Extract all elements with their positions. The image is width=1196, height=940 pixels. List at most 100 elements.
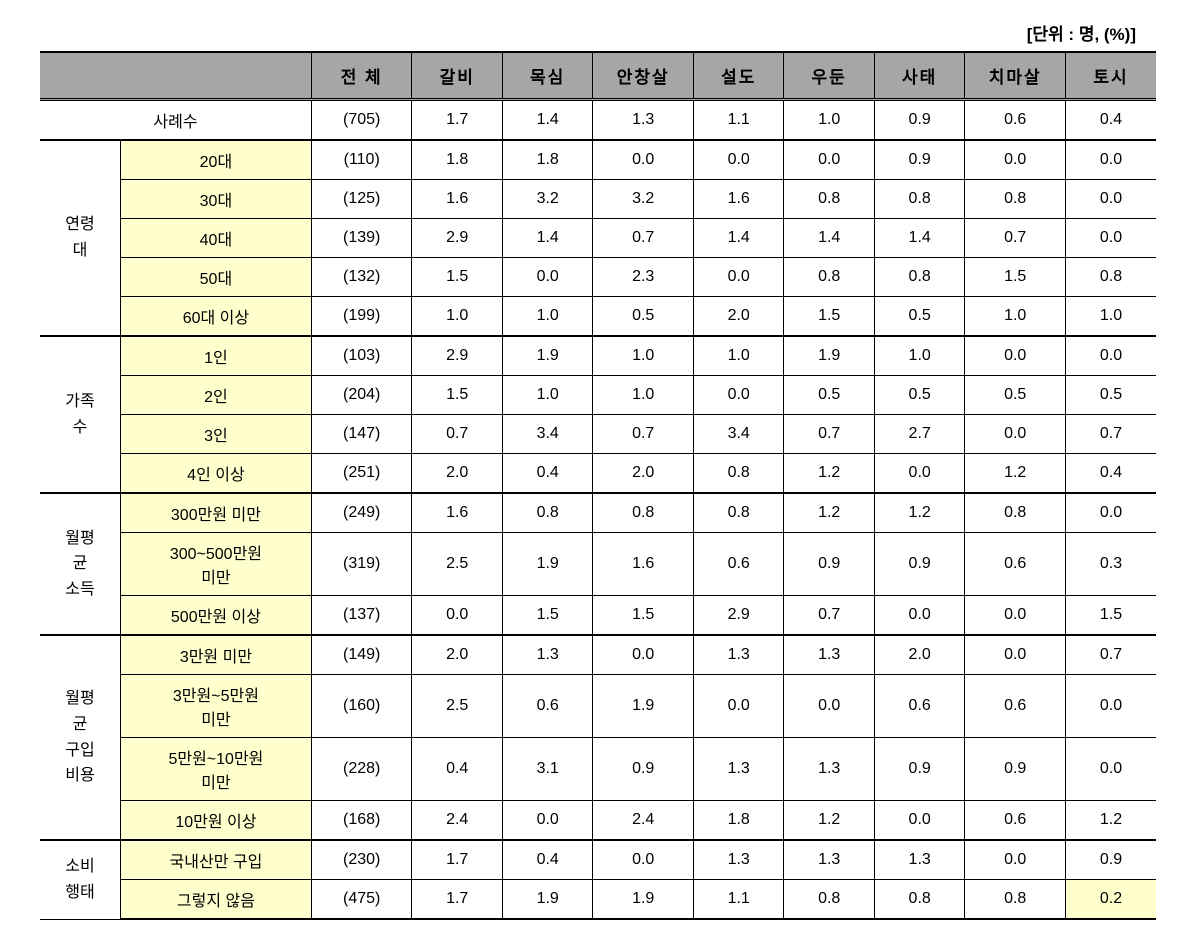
col-galbi: 갈비: [412, 52, 502, 100]
data-cell: 0.0: [784, 140, 874, 180]
data-cell: 1.5: [784, 297, 874, 337]
data-cell: 0.0: [1065, 180, 1156, 219]
data-cell: 2.5: [412, 533, 502, 596]
data-cell: 1.0: [874, 336, 964, 376]
data-cell: 1.3: [693, 738, 783, 801]
table-row: 연령대20대(110)1.81.80.00.00.00.90.00.0: [40, 140, 1156, 180]
sample-val-5: 1.0: [784, 100, 874, 141]
data-cell: (249): [311, 493, 412, 533]
table-row: 30대(125)1.63.23.21.60.80.80.80.0: [40, 180, 1156, 219]
group-label-4: 소비행태: [40, 840, 120, 919]
data-cell: 0.0: [1065, 140, 1156, 180]
data-cell: 0.0: [874, 454, 964, 494]
data-cell: (149): [311, 635, 412, 675]
data-cell: 2.0: [412, 454, 502, 494]
data-cell: 0.5: [784, 376, 874, 415]
data-cell: 1.4: [502, 219, 592, 258]
data-cell: 0.6: [502, 675, 592, 738]
data-cell: 0.9: [1065, 840, 1156, 880]
data-cell: 1.0: [693, 336, 783, 376]
data-cell: (147): [311, 415, 412, 454]
data-cell: 1.0: [965, 297, 1066, 337]
table-row: 40대(139)2.91.40.71.41.41.40.70.0: [40, 219, 1156, 258]
data-cell: 1.2: [965, 454, 1066, 494]
data-cell: 0.9: [874, 533, 964, 596]
data-cell: 1.0: [1065, 297, 1156, 337]
sub-label: 그렇지 않음: [120, 880, 311, 920]
table-row: 그렇지 않음(475)1.71.91.91.10.80.80.80.2: [40, 880, 1156, 920]
col-seoldo: 설도: [693, 52, 783, 100]
data-cell: 1.3: [693, 635, 783, 675]
data-cell: 1.0: [502, 297, 592, 337]
data-cell: 0.9: [874, 738, 964, 801]
data-cell: 0.8: [965, 493, 1066, 533]
data-cell: 2.0: [874, 635, 964, 675]
sample-val-2: 1.4: [502, 100, 592, 141]
sample-val-7: 0.6: [965, 100, 1066, 141]
data-cell: 2.9: [412, 219, 502, 258]
sub-label: 20대: [120, 140, 311, 180]
data-cell: 0.8: [784, 258, 874, 297]
data-cell: 0.2: [1065, 880, 1156, 920]
data-cell: (199): [311, 297, 412, 337]
data-cell: (132): [311, 258, 412, 297]
sub-label: 10만원 이상: [120, 801, 311, 841]
data-cell: 0.9: [965, 738, 1066, 801]
col-anchangsal: 안창살: [593, 52, 694, 100]
sub-label: 40대: [120, 219, 311, 258]
data-cell: 1.6: [412, 180, 502, 219]
data-cell: 0.0: [965, 596, 1066, 636]
data-cell: 1.3: [784, 635, 874, 675]
data-cell: 1.2: [784, 454, 874, 494]
sub-label: 국내산만 구입: [120, 840, 311, 880]
data-cell: 1.1: [693, 880, 783, 920]
data-cell: 2.0: [593, 454, 694, 494]
data-cell: 0.9: [593, 738, 694, 801]
data-cell: (125): [311, 180, 412, 219]
data-cell: 1.2: [784, 801, 874, 841]
data-cell: (168): [311, 801, 412, 841]
data-cell: 1.2: [1065, 801, 1156, 841]
data-cell: (251): [311, 454, 412, 494]
data-cell: 0.9: [784, 533, 874, 596]
data-cell: 2.9: [693, 596, 783, 636]
data-cell: 0.7: [965, 219, 1066, 258]
data-cell: 1.5: [593, 596, 694, 636]
data-cell: 0.8: [502, 493, 592, 533]
data-cell: 0.0: [1065, 675, 1156, 738]
table-row: 500만원 이상(137)0.01.51.52.90.70.00.01.5: [40, 596, 1156, 636]
sub-label: 30대: [120, 180, 311, 219]
group-label-3: 월평균구입비용: [40, 635, 120, 840]
data-cell: 0.8: [874, 180, 964, 219]
data-cell: 0.6: [965, 801, 1066, 841]
data-cell: 0.6: [965, 675, 1066, 738]
sub-label: 60대 이상: [120, 297, 311, 337]
table-row: 3인(147)0.73.40.73.40.72.70.00.7: [40, 415, 1156, 454]
data-cell: 1.0: [412, 297, 502, 337]
sub-label: 3만원~5만원미만: [120, 675, 311, 738]
data-cell: 0.0: [1065, 738, 1156, 801]
data-cell: 0.0: [412, 596, 502, 636]
data-cell: 3.1: [502, 738, 592, 801]
data-cell: 3.4: [502, 415, 592, 454]
table-row: 가족수1인(103)2.91.91.01.01.91.00.00.0: [40, 336, 1156, 376]
group-label-0: 연령대: [40, 140, 120, 336]
data-cell: 2.7: [874, 415, 964, 454]
table-row: 월평균소득300만원 미만(249)1.60.80.80.81.21.20.80…: [40, 493, 1156, 533]
data-cell: (110): [311, 140, 412, 180]
data-cell: (204): [311, 376, 412, 415]
data-cell: 1.9: [784, 336, 874, 376]
sample-val-8: 0.4: [1065, 100, 1156, 141]
data-cell: 0.0: [593, 635, 694, 675]
sub-label: 300~500만원미만: [120, 533, 311, 596]
data-cell: 3.2: [593, 180, 694, 219]
data-cell: 2.4: [412, 801, 502, 841]
data-cell: 1.0: [593, 376, 694, 415]
data-cell: 0.0: [1065, 493, 1156, 533]
data-cell: 0.9: [874, 140, 964, 180]
data-cell: 0.0: [1065, 219, 1156, 258]
sub-label: 1인: [120, 336, 311, 376]
data-cell: 0.7: [784, 415, 874, 454]
table-row: 5만원~10만원미만(228)0.43.10.91.31.30.90.90.0: [40, 738, 1156, 801]
data-cell: 1.4: [784, 219, 874, 258]
